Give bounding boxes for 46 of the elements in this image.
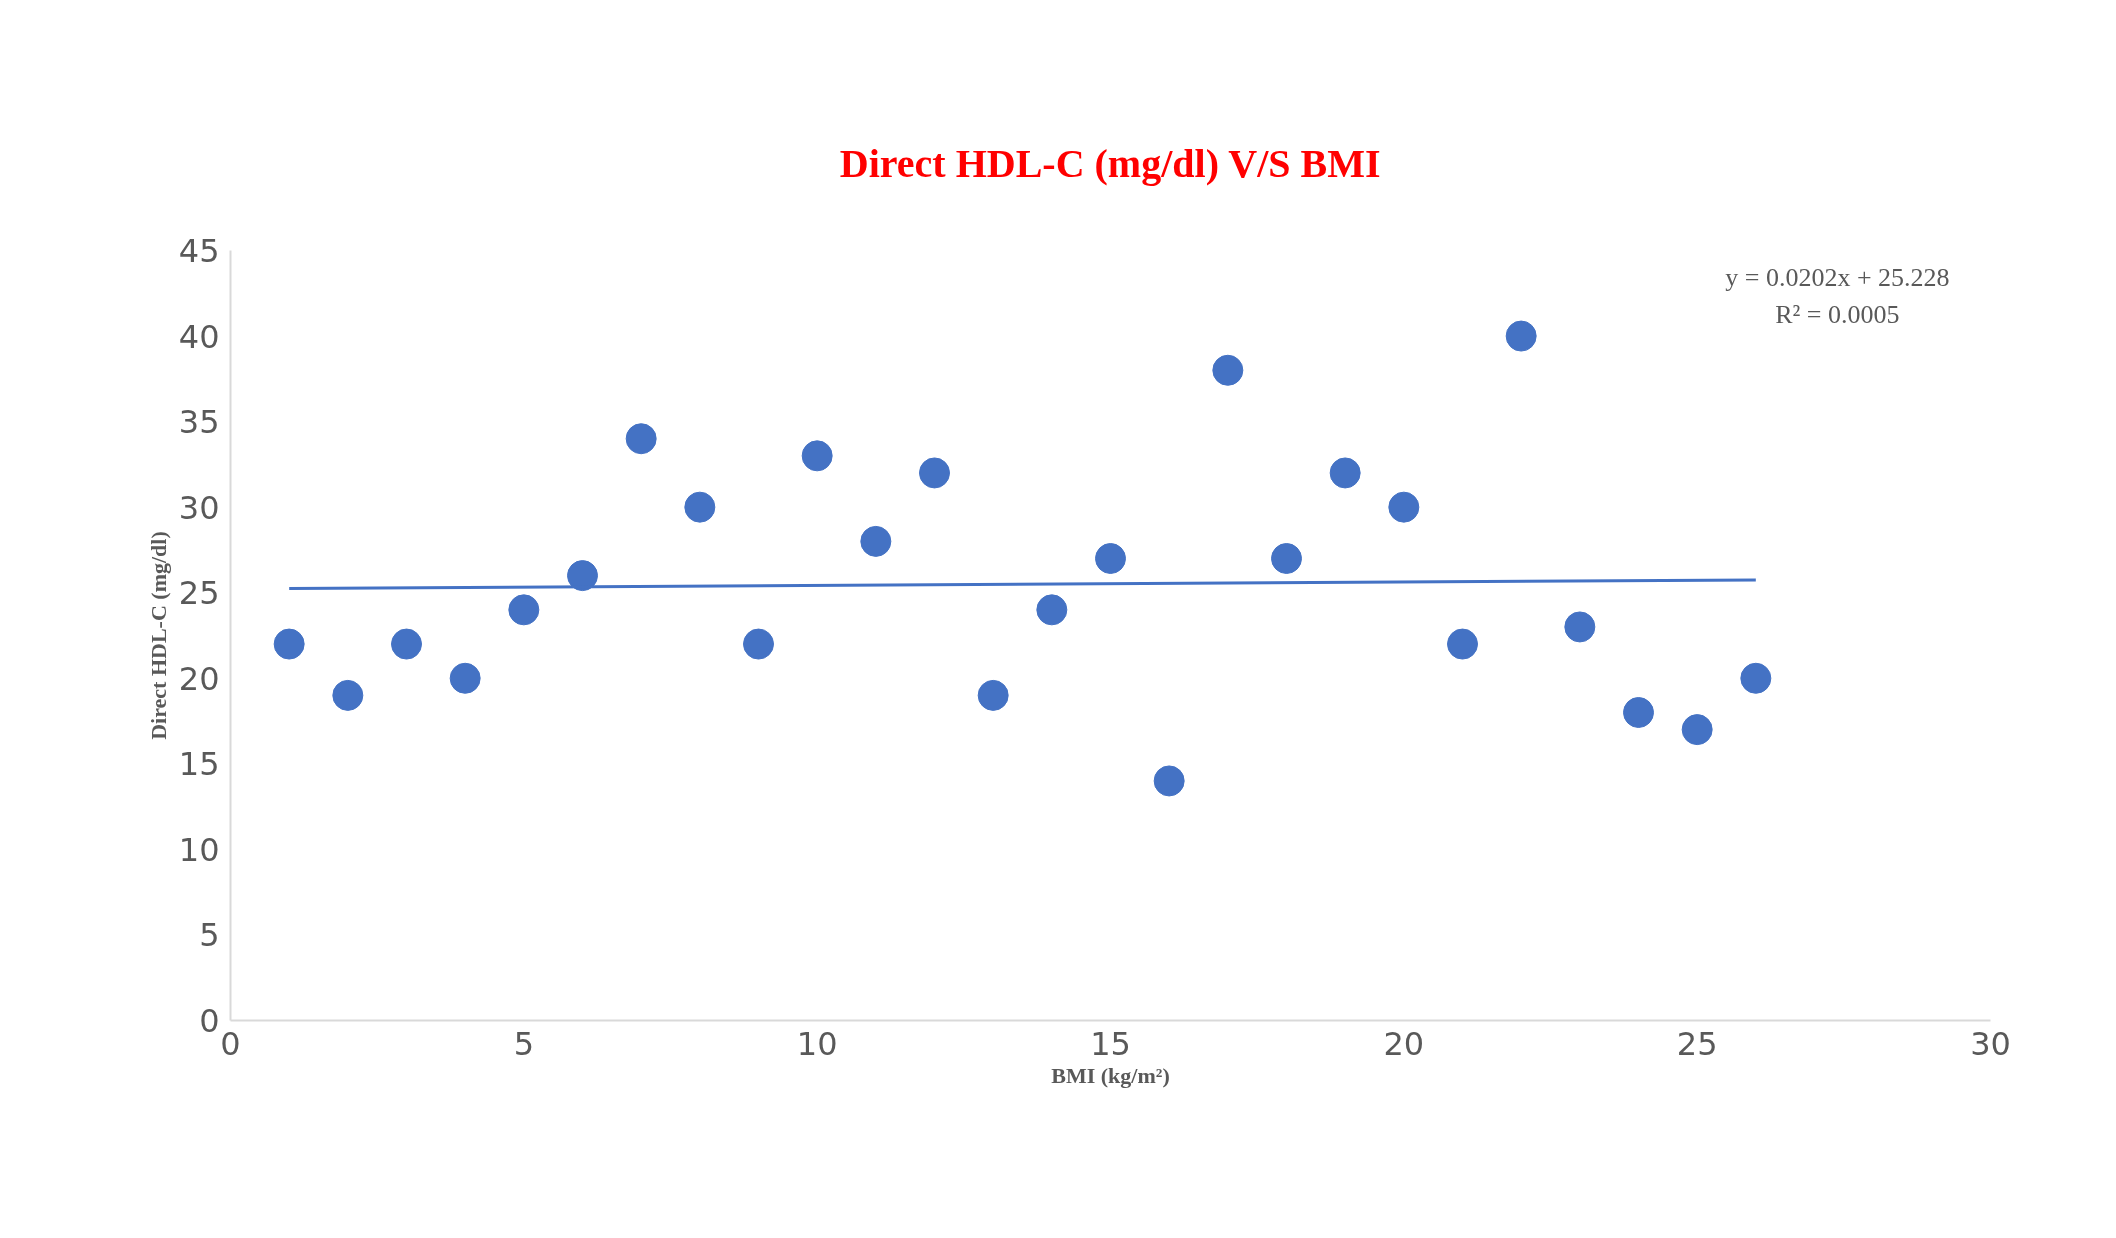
y-tick-label: 35 [178,403,220,442]
chart-title: Direct HDL-C (mg/dl) V/S BMI [839,140,1381,186]
x-tick-label: 5 [513,1024,535,1063]
point [1036,594,1068,626]
point [625,423,657,455]
point [332,679,364,711]
y-tick-label: 20 [178,659,220,698]
y-tick-label: 10 [178,830,220,869]
x-tick-label: 20 [1383,1024,1425,1063]
y-tick-label: 45 [178,232,220,270]
y-axis-title: Direct HDL-C (mg/dl) [145,531,171,740]
point [919,457,950,489]
x-tick-label: 10 [796,1024,838,1063]
point [391,628,422,660]
point [977,679,1009,711]
point [1095,543,1126,574]
point [860,525,892,557]
point [1447,628,1478,660]
point [743,628,774,660]
point [567,560,598,592]
x-tick-label: 15 [1090,1024,1131,1063]
point [1564,611,1596,643]
x-tick-label: 30 [1970,1024,2011,1063]
annotation: y = 0.0202x + 25.228 [1725,262,1950,292]
y-tick-label: 15 [178,745,220,784]
point [1153,765,1185,797]
y-tick-label: 25 [178,574,220,613]
point [684,491,716,523]
point [1505,320,1537,352]
point [1329,457,1361,489]
point [1623,697,1654,728]
y-tick-label: 30 [178,488,220,527]
point [801,440,833,472]
point [508,594,540,626]
point [449,662,481,694]
point [1271,543,1302,574]
point [1388,491,1420,523]
point [273,628,305,660]
x-axis-title: BMI (kg/m²) [1051,1062,1170,1088]
point [1740,662,1772,694]
point [1681,714,1713,746]
annotation: R² = 0.0005 [1775,299,1900,329]
point [1212,354,1244,386]
x-tick-label: 25 [1676,1024,1718,1063]
y-tick-label: 40 [178,317,220,356]
y-tick-label: 5 [199,916,220,955]
